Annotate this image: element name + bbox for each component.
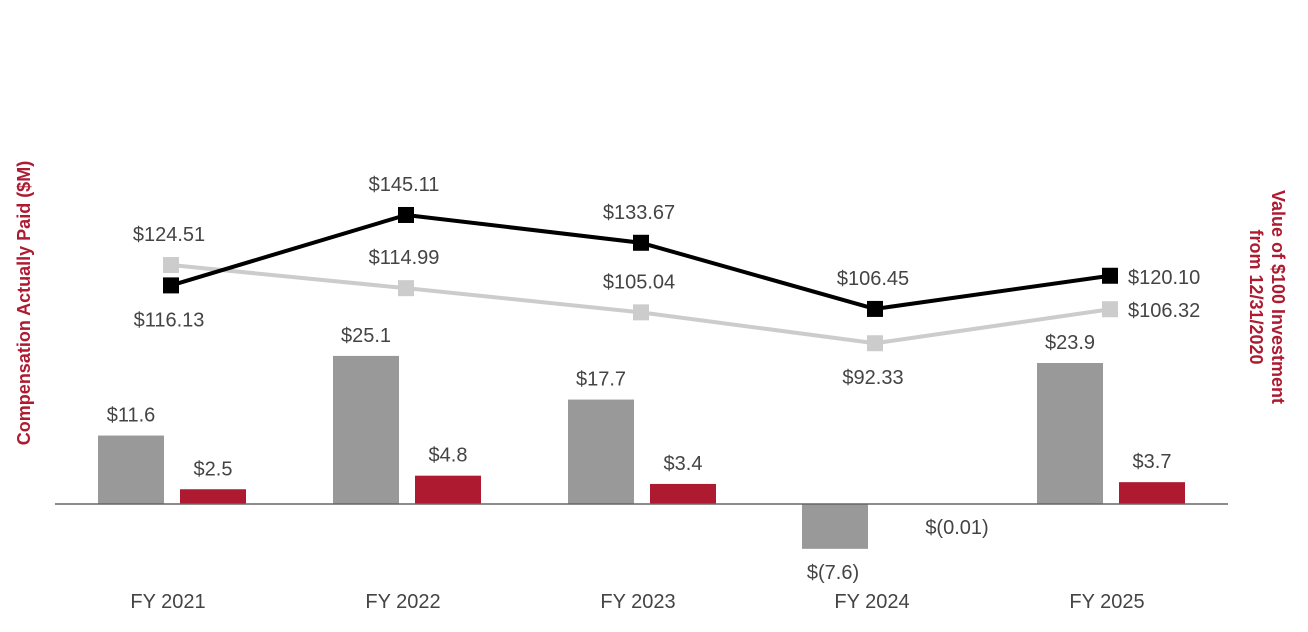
- bar-value-label: $3.7: [1133, 451, 1172, 473]
- bars-layer: [98, 355, 1185, 549]
- line-value-label: $106.45: [837, 268, 909, 290]
- bar-value-label: $3.4: [664, 453, 703, 475]
- bar-value-label: $17.7: [576, 369, 626, 391]
- bar-value-label: $(7.6): [807, 562, 859, 584]
- right-axis-title-line1: Value of $100 Investment: [1268, 190, 1288, 404]
- x-tick-label: FY 2024: [834, 591, 909, 613]
- line-value-label: $116.13: [134, 309, 205, 331]
- line-marker: [398, 206, 414, 223]
- line-marker: [867, 300, 883, 317]
- bar-value-label: $25.1: [341, 325, 391, 347]
- lines-layer: [163, 206, 1118, 352]
- bar-value-label: $4.8: [429, 445, 468, 467]
- line-value-label: $120.10: [1128, 267, 1200, 289]
- line-value-label: $114.99: [369, 247, 440, 269]
- bar-red: [415, 475, 481, 504]
- bar-red: [180, 489, 246, 504]
- x-tick-label: FY 2022: [365, 591, 440, 613]
- line-marker: [867, 335, 883, 352]
- x-tick-label: FY 2025: [1069, 591, 1144, 613]
- line-marker: [163, 277, 179, 294]
- left-axis-title: Compensation Actually Paid ($M): [14, 161, 34, 445]
- bar-gray: [568, 399, 634, 504]
- bar-value-label: $23.9: [1045, 332, 1095, 354]
- right-axis-title-line2: from 12/31/2020: [1246, 229, 1266, 364]
- bar-value-label: $2.5: [194, 458, 233, 480]
- line-marker: [398, 280, 414, 297]
- line-marker: [633, 304, 649, 321]
- series-line-black: [170, 212, 1111, 311]
- line-value-label: $145.11: [369, 174, 440, 196]
- line-value-label: $92.33: [842, 367, 903, 389]
- bar-red: [1119, 482, 1185, 504]
- bar-gray: [333, 355, 399, 504]
- line-marker: [633, 234, 649, 251]
- line-value-label: $105.04: [603, 271, 675, 293]
- labels-layer: FY 2021 FY 2022 FY 2023 FY 2024 FY 2025 $11.6…: [107, 174, 1201, 613]
- bar-gray: [1037, 362, 1103, 504]
- line-marker: [163, 257, 179, 274]
- bar-value-label: $11.6: [107, 405, 156, 427]
- bar-red: [650, 483, 716, 504]
- line-value-label: $124.51: [133, 224, 205, 246]
- bar-gray: [802, 504, 868, 549]
- line-value-label: $106.32: [1128, 300, 1200, 322]
- x-tick-label: FY 2021: [130, 591, 205, 613]
- line-marker: [1102, 301, 1118, 318]
- line-marker: [1102, 267, 1118, 284]
- x-tick-label: FY 2023: [600, 591, 675, 613]
- line-value-label: $133.67: [603, 202, 675, 224]
- bar-gray: [98, 435, 164, 504]
- bar-value-label: $(0.01): [925, 517, 988, 539]
